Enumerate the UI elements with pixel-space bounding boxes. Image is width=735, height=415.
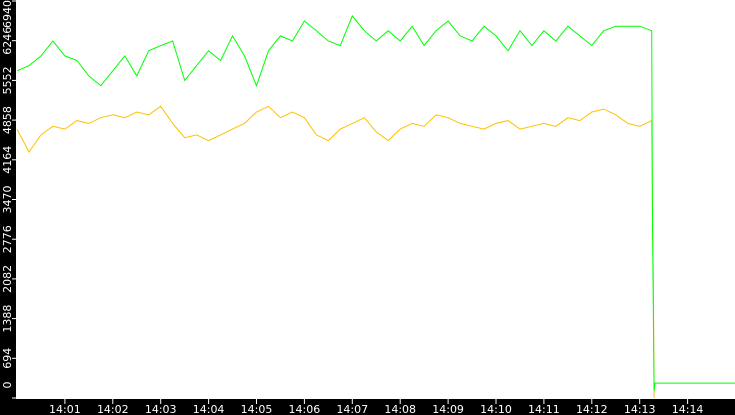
y-tick-label: 2776 bbox=[1, 225, 14, 253]
x-tick-label: 14:01 bbox=[49, 403, 81, 415]
y-tick-label: 4164 bbox=[1, 146, 14, 174]
x-tick-label: 14:12 bbox=[576, 403, 608, 415]
x-tick-label: 14:08 bbox=[384, 403, 416, 415]
x-tick-label: 14:10 bbox=[480, 403, 512, 415]
y-tick-label: 3470 bbox=[1, 186, 14, 214]
x-tick-label: 14:04 bbox=[193, 403, 225, 415]
x-tick-label: 14:02 bbox=[97, 403, 129, 415]
y-tick-label: 6940 bbox=[1, 0, 14, 28]
y-tick-label: 694 bbox=[1, 348, 14, 369]
x-tick-label: 14:13 bbox=[624, 403, 656, 415]
series-layer bbox=[16, 14, 735, 399]
x-tick-label: 14:07 bbox=[336, 403, 368, 415]
x-tick-label: 14:11 bbox=[528, 403, 560, 415]
x-tick-label: 14:05 bbox=[241, 403, 273, 415]
x-tick-label: 14:03 bbox=[145, 403, 177, 415]
y-axis-band bbox=[0, 0, 16, 415]
y-tick-label: 0 bbox=[1, 382, 14, 389]
y-tick-label: 6246 bbox=[1, 27, 14, 55]
x-axis-band bbox=[0, 399, 735, 415]
x-tick-label: 14:06 bbox=[289, 403, 321, 415]
y-tick-label: 4858 bbox=[1, 106, 14, 134]
series-0-line bbox=[16, 14, 735, 392]
x-tick-label: 14:09 bbox=[432, 403, 464, 415]
x-axis: 14:01 14:02 14:03 14:04 14:05 14:06 14:07 14:08… bbox=[49, 399, 703, 415]
y-tick-label: 2082 bbox=[1, 265, 14, 293]
series-1-line bbox=[16, 105, 655, 399]
x-tick-label: 14:14 bbox=[672, 403, 704, 415]
y-tick-label: 5552 bbox=[1, 66, 14, 94]
y-tick-label: 1388 bbox=[1, 305, 14, 333]
